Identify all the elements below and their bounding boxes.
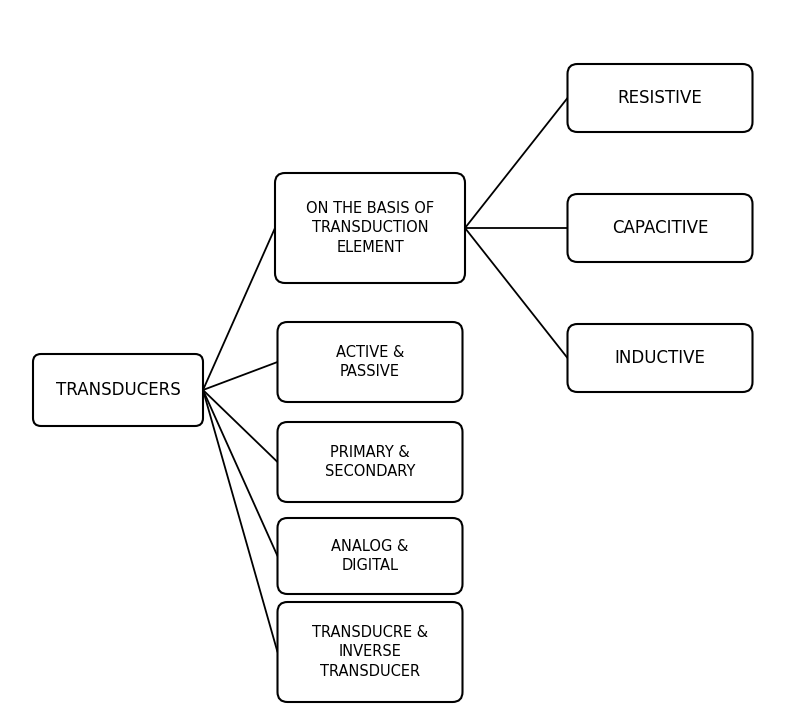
FancyBboxPatch shape — [567, 194, 752, 262]
Text: TRANSDUCERS: TRANSDUCERS — [55, 381, 180, 399]
Text: INDUCTIVE: INDUCTIVE — [614, 349, 706, 367]
FancyBboxPatch shape — [277, 322, 462, 402]
Text: ON THE BASIS OF
TRANSDUCTION
ELEMENT: ON THE BASIS OF TRANSDUCTION ELEMENT — [306, 201, 434, 255]
FancyBboxPatch shape — [277, 602, 462, 702]
FancyBboxPatch shape — [275, 173, 465, 283]
FancyBboxPatch shape — [567, 64, 752, 132]
Text: CAPACITIVE: CAPACITIVE — [612, 219, 708, 237]
FancyBboxPatch shape — [567, 324, 752, 392]
Text: ACTIVE &
PASSIVE: ACTIVE & PASSIVE — [336, 344, 405, 380]
FancyBboxPatch shape — [277, 422, 462, 502]
Text: TRANSDUCRE &
INVERSE
TRANSDUCER: TRANSDUCRE & INVERSE TRANSDUCER — [312, 625, 428, 679]
FancyBboxPatch shape — [33, 354, 203, 426]
Text: ANALOG &
DIGITAL: ANALOG & DIGITAL — [332, 539, 409, 573]
Text: PRIMARY &
SECONDARY: PRIMARY & SECONDARY — [325, 444, 415, 480]
Text: RESISTIVE: RESISTIVE — [618, 89, 702, 107]
FancyBboxPatch shape — [277, 518, 462, 594]
